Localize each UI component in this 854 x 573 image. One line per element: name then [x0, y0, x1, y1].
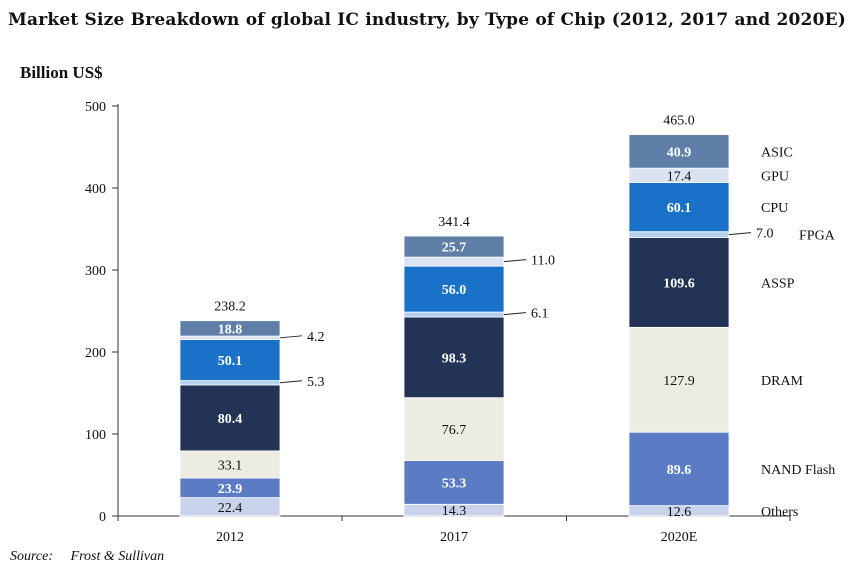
bar-segment	[179, 339, 281, 382]
bar-segment	[179, 380, 281, 386]
bar-segment	[403, 311, 505, 318]
y-tick-label: 300	[85, 264, 106, 279]
data-label: 5.3	[307, 375, 325, 390]
y-axis-unit-label: Billion US$	[20, 63, 103, 82]
source-label: Source:	[10, 549, 54, 564]
data-label: 109.6	[663, 276, 695, 291]
bar-segment	[403, 460, 505, 505]
data-label: 50.1	[218, 354, 243, 369]
legend-series-label: Others	[761, 505, 798, 520]
data-label: 12.6	[667, 505, 692, 520]
y-tick-label: 400	[85, 182, 106, 197]
data-label: 76.7	[442, 423, 467, 438]
bar-segment	[628, 134, 730, 169]
bar-segment	[403, 397, 505, 461]
total-label: 341.4	[438, 215, 470, 230]
x-tick-label: 2017	[440, 530, 468, 545]
legend-series-label: NAND Flash	[761, 463, 835, 478]
chart-title: Market Size Breakdown of global IC indus…	[7, 10, 847, 30]
data-label: 25.7	[442, 241, 467, 256]
y-tick-label: 200	[85, 346, 106, 361]
legend-series-label: DRAM	[761, 374, 804, 389]
bar-segment	[403, 235, 505, 258]
legend-series-label: ASSP	[761, 276, 795, 291]
x-tick-label: 2020E	[661, 530, 698, 545]
total-label: 238.2	[214, 300, 246, 315]
bar-segment	[179, 450, 281, 479]
y-tick-label: 100	[85, 428, 106, 443]
y-tick-label: 500	[85, 100, 106, 115]
data-label: 22.4	[218, 501, 243, 516]
data-label: 98.3	[442, 351, 467, 366]
leader-line	[279, 380, 303, 384]
leader-line	[279, 335, 303, 339]
source-note: Source: Frost & Sullivan	[10, 549, 178, 565]
data-label: 89.6	[667, 463, 692, 478]
bar-segment	[628, 182, 730, 233]
data-label: 18.8	[218, 322, 243, 337]
bar-segment	[403, 316, 505, 399]
data-label: 53.3	[442, 476, 467, 491]
legend-series-label: GPU	[761, 169, 789, 184]
bar-segment	[179, 384, 281, 452]
data-label: 7.0	[756, 227, 774, 242]
data-label: 4.2	[307, 330, 325, 345]
data-label: 14.3	[442, 504, 467, 519]
bar-segment	[628, 431, 730, 507]
data-label: 80.4	[218, 412, 243, 427]
legend-series-label: FPGA	[799, 229, 836, 244]
bar-segment	[403, 265, 505, 313]
data-label: 56.0	[442, 283, 467, 298]
leader-line	[503, 312, 527, 316]
data-label: 60.1	[667, 201, 692, 216]
bar-segment	[179, 320, 281, 337]
bar-segment	[628, 231, 730, 238]
data-label: 6.1	[531, 307, 549, 322]
data-label: 33.1	[218, 458, 243, 473]
data-label: 11.0	[531, 254, 555, 269]
total-label: 465.0	[663, 114, 695, 129]
legend-series-label: ASIC	[761, 145, 793, 160]
x-tick-label: 2012	[216, 530, 244, 545]
bar-segment	[628, 237, 730, 328]
data-label: 17.4	[667, 169, 692, 184]
legend-series-label: CPU	[761, 201, 788, 216]
bar-segment	[628, 326, 730, 433]
source-value: Frost & Sullivan	[70, 549, 165, 564]
leader-line	[728, 232, 752, 236]
bar-segment	[403, 256, 505, 267]
data-label: 127.9	[663, 374, 695, 389]
data-label: 40.9	[667, 145, 692, 160]
y-tick-label: 0	[99, 510, 106, 525]
leader-line	[503, 259, 527, 263]
data-label: 23.9	[218, 482, 243, 497]
